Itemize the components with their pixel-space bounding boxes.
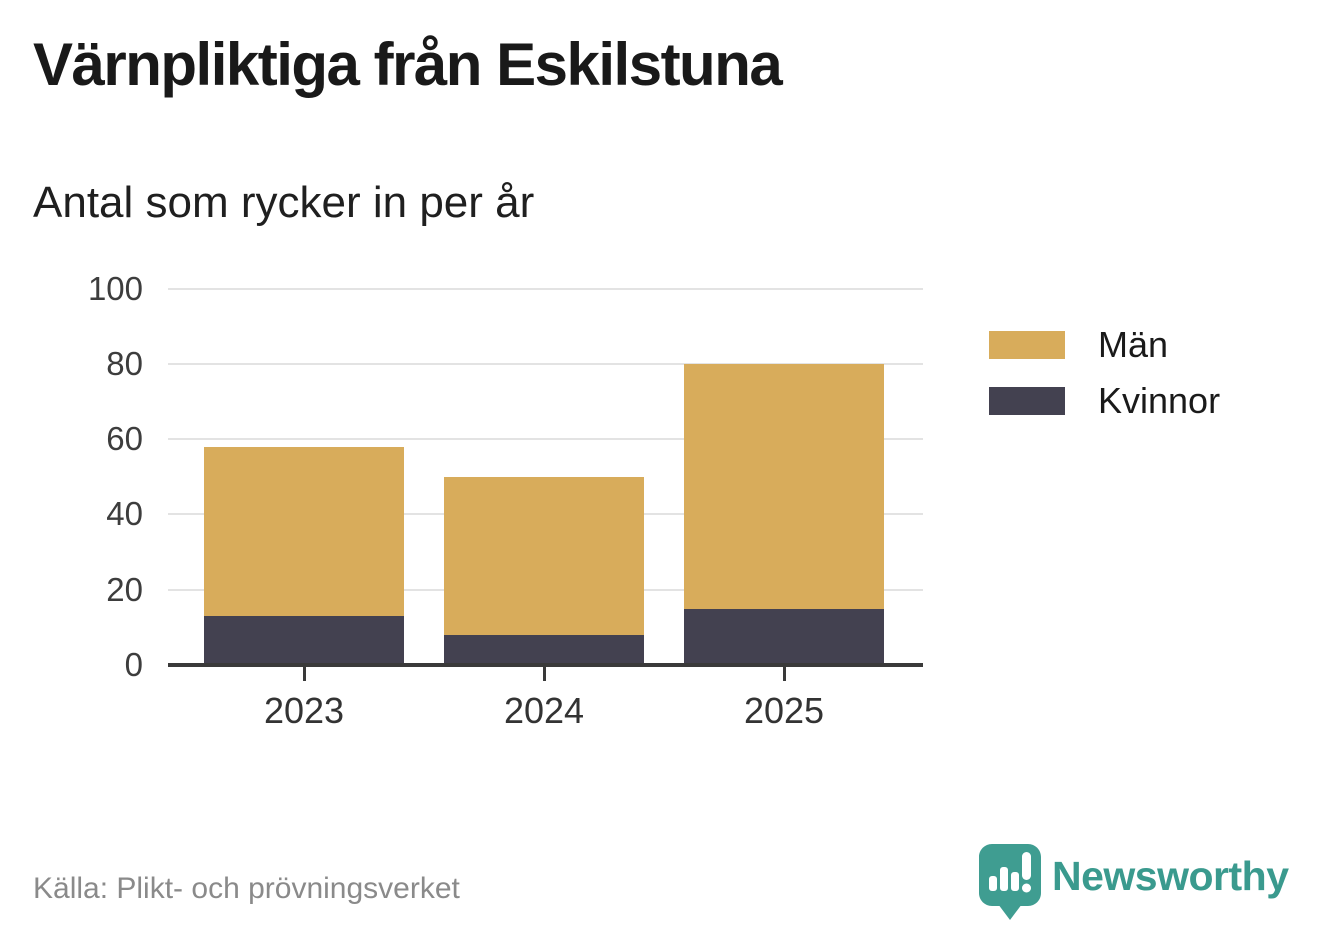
y-axis-tick-label: 40 [106,495,143,533]
gridline-y-80 [168,362,923,365]
brand-logo: Newsworthy [978,843,1289,921]
x-axis-label-2023: 2023 [263,690,345,731]
bar-2025-kvinnor [684,608,884,665]
y-axis-tick-label: 20 [106,570,143,608]
brand-name: Newsworthy [1052,852,1289,899]
x-axis-tick [782,667,786,681]
legend: Män Kvinnor [989,324,1220,443]
x-axis-line [168,663,923,667]
bar-2023-kvinnor [204,616,404,665]
newsworthy-speech-bubble-bar-chart-icon [979,844,1041,920]
bar-2023-man [204,446,404,617]
x-axis-label-2025: 2025 [743,690,825,731]
gridline-y-100 [168,287,923,290]
legend-swatch-kvinnor [989,387,1065,415]
bar-2025-man [684,363,884,609]
x-axis-tick [542,667,546,681]
bar-2024-man [444,476,644,635]
source-note: Källa: Plikt- och prövningsverket [33,872,460,905]
legend-swatch-man [989,331,1065,359]
y-axis-tick-label: 0 [124,646,143,683]
x-axis-label-2024: 2024 [503,690,585,731]
y-axis-tick-label: 60 [106,420,143,458]
legend-label-kvinnor: Kvinnor [1098,380,1221,421]
bar-2024-kvinnor [444,634,644,665]
legend-item-man: Män [989,324,1220,365]
legend-label-man: Män [1098,324,1169,365]
legend-item-kvinnor: Kvinnor [989,380,1220,421]
y-axis-tick-label: 80 [106,344,143,382]
y-axis-tick-label: 100 [87,269,143,307]
gridline-y-60 [168,438,923,441]
x-axis-tick [302,667,306,681]
chart-title: Värnpliktiga från Eskilstuna [33,31,783,98]
chart-subtitle: Antal som rycker in per år [33,178,535,227]
